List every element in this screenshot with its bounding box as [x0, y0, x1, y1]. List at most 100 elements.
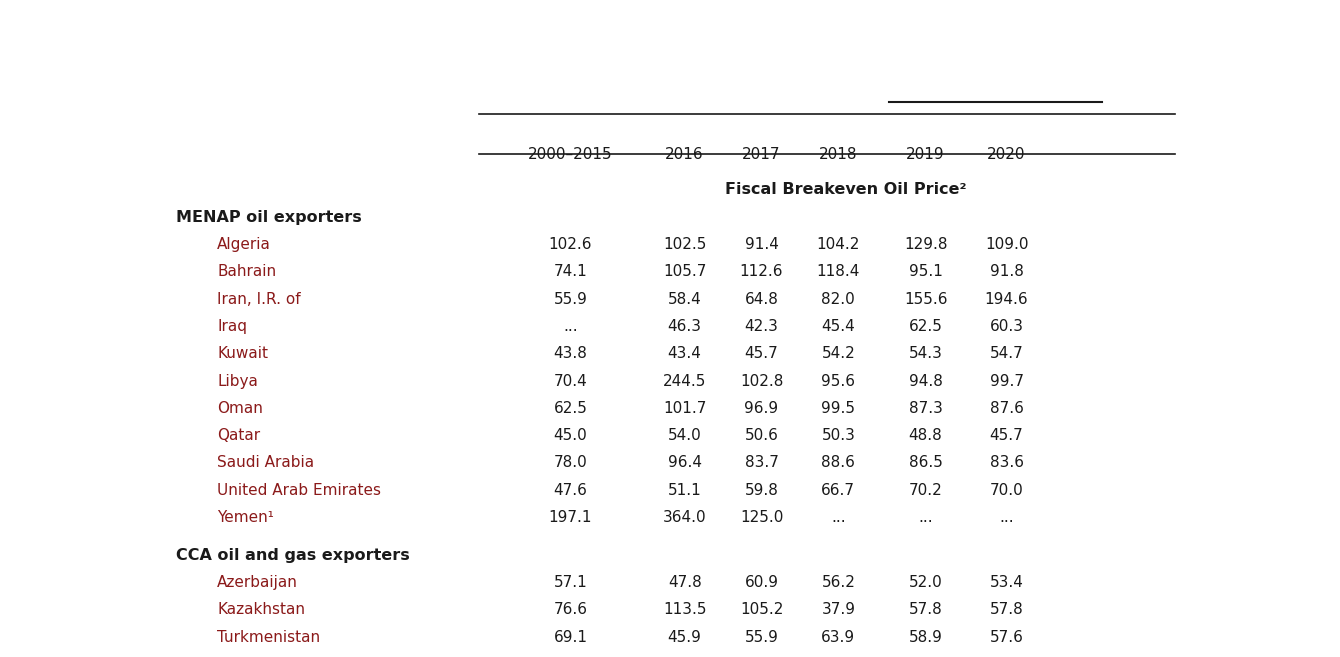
Text: 2016: 2016 — [666, 147, 704, 162]
Text: 43.8: 43.8 — [553, 346, 587, 361]
Text: Saudi Arabia: Saudi Arabia — [217, 455, 315, 470]
Text: 109.0: 109.0 — [985, 237, 1028, 252]
Text: 57.6: 57.6 — [990, 629, 1024, 645]
Text: 66.7: 66.7 — [821, 483, 855, 498]
Text: 194.6: 194.6 — [985, 292, 1028, 307]
Text: 87.3: 87.3 — [909, 401, 942, 416]
Text: 112.6: 112.6 — [740, 264, 784, 279]
Text: 91.4: 91.4 — [745, 237, 779, 252]
Text: Bahrain: Bahrain — [217, 264, 276, 279]
Text: 45.0: 45.0 — [553, 428, 587, 443]
Text: 105.2: 105.2 — [740, 602, 783, 617]
Text: 364.0: 364.0 — [663, 510, 706, 525]
Text: 244.5: 244.5 — [663, 374, 706, 388]
Text: 52.0: 52.0 — [909, 575, 942, 590]
Text: 45.7: 45.7 — [745, 346, 779, 361]
Text: 113.5: 113.5 — [663, 602, 706, 617]
Text: 99.5: 99.5 — [821, 401, 855, 416]
Text: 53.4: 53.4 — [990, 575, 1024, 590]
Text: 99.7: 99.7 — [990, 374, 1024, 388]
Text: 51.1: 51.1 — [667, 483, 702, 498]
Text: 86.5: 86.5 — [909, 455, 942, 470]
Text: 102.6: 102.6 — [548, 237, 592, 252]
Text: 45.9: 45.9 — [667, 629, 702, 645]
Text: Turkmenistan: Turkmenistan — [217, 629, 320, 645]
Text: 94.8: 94.8 — [909, 374, 942, 388]
Text: United Arab Emirates: United Arab Emirates — [217, 483, 382, 498]
Text: 102.5: 102.5 — [663, 237, 706, 252]
Text: 83.7: 83.7 — [745, 455, 779, 470]
Text: 63.9: 63.9 — [821, 629, 855, 645]
Text: 59.8: 59.8 — [745, 483, 779, 498]
Text: Kazakhstan: Kazakhstan — [217, 602, 306, 617]
Text: 197.1: 197.1 — [548, 510, 592, 525]
Text: 57.1: 57.1 — [553, 575, 587, 590]
Text: 2019: 2019 — [906, 147, 945, 162]
Text: 54.2: 54.2 — [821, 346, 855, 361]
Text: 2000–2015: 2000–2015 — [528, 147, 612, 162]
Text: 78.0: 78.0 — [553, 455, 587, 470]
Text: Oman: Oman — [217, 401, 263, 416]
Text: 57.8: 57.8 — [909, 602, 942, 617]
Text: Iraq: Iraq — [217, 319, 248, 334]
Text: 82.0: 82.0 — [821, 292, 855, 307]
Text: 70.0: 70.0 — [990, 483, 1024, 498]
Text: 96.9: 96.9 — [745, 401, 779, 416]
Text: 45.4: 45.4 — [821, 319, 855, 334]
Text: 45.7: 45.7 — [990, 428, 1024, 443]
Text: 50.3: 50.3 — [821, 428, 855, 443]
Text: Libya: Libya — [217, 374, 259, 388]
Text: 60.3: 60.3 — [990, 319, 1024, 334]
Text: 88.6: 88.6 — [821, 455, 855, 470]
Text: 104.2: 104.2 — [816, 237, 860, 252]
Text: ...: ... — [1000, 510, 1014, 525]
Text: 46.3: 46.3 — [667, 319, 702, 334]
Text: 102.8: 102.8 — [740, 374, 783, 388]
Text: 62.5: 62.5 — [553, 401, 587, 416]
Text: 55.9: 55.9 — [745, 629, 779, 645]
Text: 62.5: 62.5 — [909, 319, 942, 334]
Text: 95.1: 95.1 — [909, 264, 942, 279]
Text: 125.0: 125.0 — [740, 510, 783, 525]
Text: 105.7: 105.7 — [663, 264, 706, 279]
Text: Kuwait: Kuwait — [217, 346, 268, 361]
Text: 95.6: 95.6 — [821, 374, 855, 388]
Text: 2018: 2018 — [819, 147, 858, 162]
Text: CCA oil and gas exporters: CCA oil and gas exporters — [176, 547, 410, 562]
Text: 155.6: 155.6 — [905, 292, 947, 307]
Text: 74.1: 74.1 — [553, 264, 587, 279]
Text: Algeria: Algeria — [217, 237, 271, 252]
Text: 54.0: 54.0 — [667, 428, 702, 443]
Text: ...: ... — [563, 319, 578, 334]
Text: 2020: 2020 — [988, 147, 1026, 162]
Text: 58.4: 58.4 — [667, 292, 702, 307]
Text: 48.8: 48.8 — [909, 428, 942, 443]
Text: Yemen¹: Yemen¹ — [217, 510, 275, 525]
Text: 60.9: 60.9 — [745, 575, 779, 590]
Text: 43.4: 43.4 — [667, 346, 702, 361]
Text: MENAP oil exporters: MENAP oil exporters — [176, 210, 362, 225]
Text: Iran, I.R. of: Iran, I.R. of — [217, 292, 302, 307]
Text: 70.2: 70.2 — [909, 483, 942, 498]
Text: 76.6: 76.6 — [553, 602, 587, 617]
Text: 54.7: 54.7 — [990, 346, 1024, 361]
Text: 70.4: 70.4 — [553, 374, 587, 388]
Text: 2017: 2017 — [742, 147, 781, 162]
Text: 47.8: 47.8 — [667, 575, 702, 590]
Text: Fiscal Breakeven Oil Price²: Fiscal Breakeven Oil Price² — [725, 182, 966, 197]
Text: 55.9: 55.9 — [553, 292, 587, 307]
Text: 54.3: 54.3 — [909, 346, 942, 361]
Text: 69.1: 69.1 — [553, 629, 587, 645]
Text: 83.6: 83.6 — [990, 455, 1024, 470]
Text: ...: ... — [831, 510, 846, 525]
Text: 91.8: 91.8 — [990, 264, 1024, 279]
Text: ...: ... — [918, 510, 933, 525]
Text: 42.3: 42.3 — [745, 319, 779, 334]
Text: 87.6: 87.6 — [990, 401, 1024, 416]
Text: Qatar: Qatar — [217, 428, 260, 443]
Text: 58.9: 58.9 — [909, 629, 942, 645]
Text: 57.8: 57.8 — [990, 602, 1024, 617]
Text: 50.6: 50.6 — [745, 428, 779, 443]
Text: 56.2: 56.2 — [821, 575, 855, 590]
Text: Azerbaijan: Azerbaijan — [217, 575, 299, 590]
